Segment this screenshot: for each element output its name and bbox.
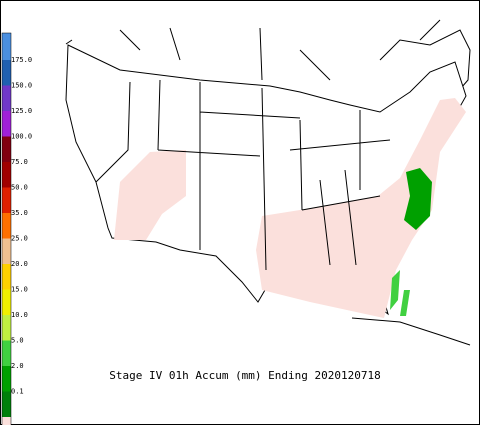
legend-label: 2.0 bbox=[11, 362, 24, 370]
precip-southwest bbox=[114, 150, 186, 240]
legend-swatch bbox=[2, 213, 11, 239]
legend-swatch bbox=[2, 136, 11, 162]
legend-swatch bbox=[2, 391, 11, 417]
precip-east bbox=[256, 98, 466, 318]
legend-label: 0.1 bbox=[11, 388, 24, 396]
legend-swatch bbox=[2, 162, 11, 188]
legend-label: 25.0 bbox=[11, 235, 28, 243]
legend-swatch bbox=[2, 187, 11, 213]
legend-swatch bbox=[2, 111, 11, 137]
legend-swatch bbox=[2, 85, 11, 111]
legend-swatch bbox=[2, 366, 11, 392]
legend-label: 125.0 bbox=[11, 107, 32, 115]
legend-label: 20.0 bbox=[11, 260, 28, 268]
legend-swatch bbox=[2, 238, 11, 264]
legend-swatch bbox=[2, 340, 11, 366]
legend-label: 175.0 bbox=[11, 56, 32, 64]
legend-label: 75.0 bbox=[11, 158, 28, 166]
legend-label: 10.0 bbox=[11, 311, 28, 319]
legend-swatch bbox=[2, 264, 11, 290]
precip-coast-green bbox=[404, 168, 432, 230]
legend-swatch bbox=[2, 289, 11, 315]
legend-label: 50.0 bbox=[11, 184, 28, 192]
canada-outline bbox=[65, 19, 471, 96]
legend-border bbox=[1, 32, 12, 425]
legend-swatch bbox=[2, 417, 11, 425]
legend-label: 5.0 bbox=[11, 337, 24, 345]
legend-label: 35.0 bbox=[11, 209, 28, 217]
cuba-outline bbox=[351, 317, 471, 346]
legend-label: 15.0 bbox=[11, 286, 28, 294]
legend-swatch bbox=[2, 33, 11, 60]
map: Stage IV 01h Accum (mm) Ending 202012071… bbox=[65, 19, 471, 382]
legend-label: 100.0 bbox=[11, 133, 32, 141]
map-title: Stage IV 01h Accum (mm) Ending 202012071… bbox=[109, 369, 381, 382]
state-lines bbox=[95, 79, 391, 271]
legend: 175.0 150.0 125.0 100.0 75.0 50.0 35.0 25.0 20.0… bbox=[1, 32, 32, 425]
legend-swatch bbox=[2, 60, 11, 86]
legend-label: 150.0 bbox=[11, 82, 32, 90]
precip-florida-green bbox=[390, 270, 410, 316]
legend-swatch bbox=[2, 315, 11, 341]
